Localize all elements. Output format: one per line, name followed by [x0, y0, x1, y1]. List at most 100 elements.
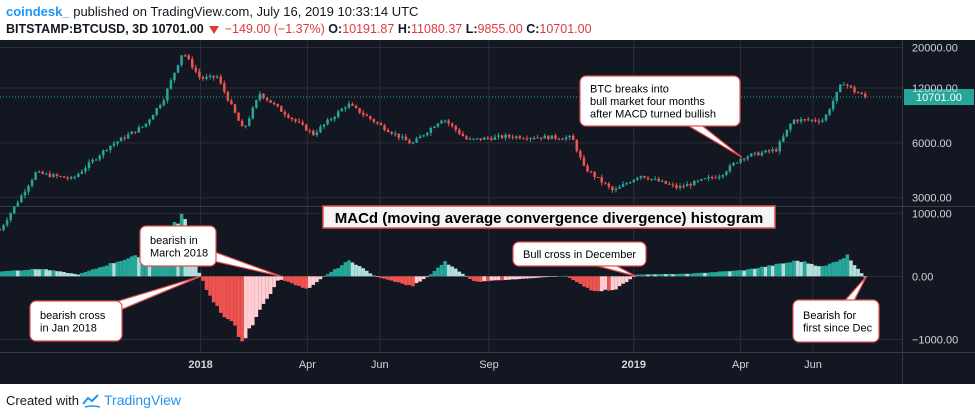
low-value: 9855.00: [477, 22, 523, 36]
chart-canvas[interactable]: 10701.00 20000.00 12000.00 6000.00 3000.00 10…: [0, 40, 975, 384]
histogram-bar: [464, 276, 469, 277]
histogram-bar: [656, 274, 661, 277]
histogram-bar: [208, 276, 212, 296]
candle-body: [518, 136, 522, 139]
candle-body: [618, 186, 621, 189]
candle-body: [735, 162, 739, 164]
histogram-bar: [215, 276, 219, 306]
candle-body: [369, 116, 372, 120]
callout-text-line: March 2018: [150, 247, 208, 259]
candle-body: [180, 55, 183, 66]
histogram-bar: [599, 276, 604, 292]
histogram-bar: [97, 267, 102, 277]
candle-body: [461, 133, 465, 137]
candle-body: [611, 186, 614, 191]
candle-body: [739, 158, 742, 163]
histogram-bar: [468, 276, 472, 279]
candle-body: [454, 125, 457, 130]
candle-body: [176, 65, 180, 73]
histogram-bar: [728, 271, 732, 277]
histogram-bar: [290, 276, 294, 284]
candle-body: [351, 103, 354, 106]
histogram-bar: [674, 273, 679, 277]
histogram-bar: [211, 276, 216, 303]
candle-body: [393, 133, 397, 135]
tradingview-brand[interactable]: TradingView: [104, 392, 182, 408]
candle-body: [166, 88, 169, 101]
price-axis-tick-label: 20000.00: [912, 43, 958, 55]
histogram-bar: [471, 276, 476, 281]
candle-body: [579, 151, 582, 158]
candle-body: [301, 122, 304, 125]
candle-body: [554, 135, 557, 139]
histogram-bar: [261, 276, 266, 304]
candle-body: [632, 179, 636, 183]
candle-body: [678, 186, 682, 188]
histogram-bar: [781, 263, 786, 277]
histogram-bar: [44, 269, 49, 277]
histogram-bar: [810, 263, 814, 277]
histogram-bar: [258, 276, 262, 310]
open-label: O:: [328, 22, 343, 36]
histogram-bar: [197, 272, 202, 277]
candle-body: [262, 93, 265, 98]
histogram-bar: [742, 270, 746, 277]
histogram-bar: [318, 276, 323, 280]
histogram-bar: [478, 276, 483, 282]
histogram-bar: [1, 271, 6, 277]
callout-text-line: bearish cross: [40, 310, 106, 322]
histogram-bar: [322, 276, 326, 277]
histogram-bar: [792, 260, 796, 277]
annotation-callout: Bull cross in December: [512, 241, 647, 277]
candle-body: [429, 127, 433, 133]
candle-body: [358, 107, 361, 113]
candle-body: [411, 142, 415, 144]
candle-body: [251, 107, 255, 119]
candle-body: [94, 159, 98, 161]
histogram-bar: [236, 276, 241, 337]
histogram-bar: [133, 255, 138, 277]
symbol-label[interactable]: BITSTAMP:BTCUSD, 3D: [6, 22, 149, 36]
candle-body: [376, 121, 379, 124]
candle-body: [223, 83, 226, 92]
histogram-bar: [300, 276, 305, 288]
histogram-bar: [795, 260, 800, 277]
candle-body: [529, 137, 532, 139]
histogram-bar: [806, 263, 811, 277]
histogram-bar: [799, 262, 803, 277]
candle-body: [458, 129, 461, 134]
candle-body: [144, 123, 148, 127]
publisher-name[interactable]: coindesk_: [6, 4, 70, 19]
candle-body: [839, 84, 842, 92]
histogram-bar: [635, 274, 640, 277]
candle-body: [771, 149, 774, 152]
histogram-bar: [304, 276, 308, 289]
price-axis-tick-label: 6000.00: [912, 138, 952, 150]
histogram-bar: [48, 270, 52, 277]
callout-joint: [652, 95, 668, 107]
histogram-bar: [653, 274, 657, 277]
macd-axis-tick-label: 1000.00: [912, 208, 952, 220]
candle-body: [443, 120, 447, 122]
histogram-bar: [628, 276, 632, 280]
histogram-bar: [389, 276, 394, 281]
price-axis-tick-label: 12000.00: [912, 83, 958, 95]
histogram-bar: [194, 259, 198, 277]
candle-body: [415, 138, 418, 143]
candle-body: [707, 177, 710, 179]
chart-footer: Created with TradingView: [0, 384, 975, 417]
time-axis-tick-label: Jun: [371, 359, 389, 371]
histogram-bar: [475, 276, 479, 282]
candle-body: [344, 107, 347, 109]
candle-body: [824, 114, 828, 121]
histogram-bar: [767, 265, 771, 277]
histogram-bar: [101, 266, 106, 277]
candle-body: [757, 152, 760, 156]
candle-body: [45, 173, 48, 175]
histogram-bar: [820, 266, 825, 277]
histogram-bar: [254, 276, 259, 317]
candle-body: [550, 135, 554, 140]
candle-body: [760, 152, 764, 156]
histogram-bar: [664, 274, 668, 277]
